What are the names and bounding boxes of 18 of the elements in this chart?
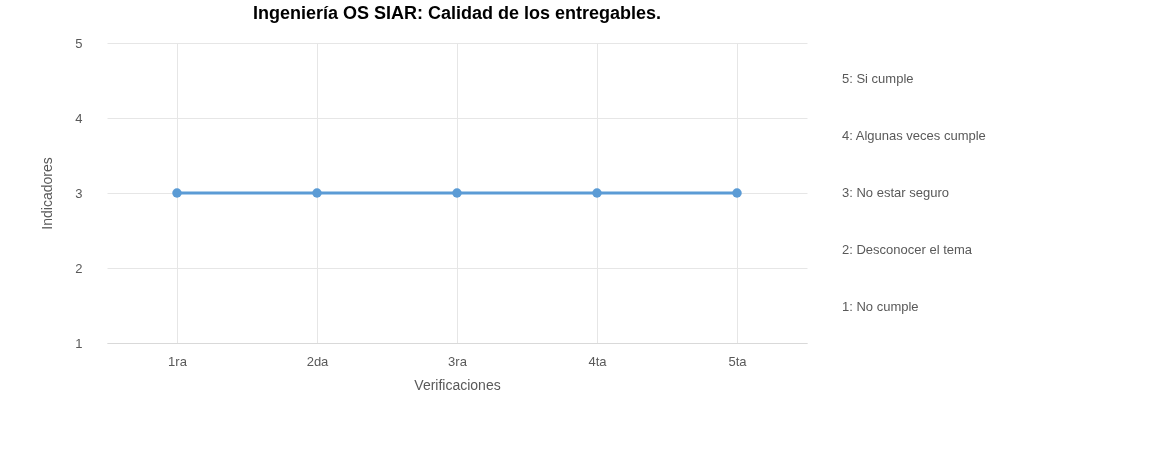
x-tick-label: 5ta [728, 353, 748, 369]
y-axis-title: Indicadores [39, 157, 56, 230]
x-tick-label: 1ra [168, 353, 188, 369]
y-tick-label: 5 [75, 35, 83, 51]
text: 1: No cumple [842, 299, 919, 314]
x-axis-title: Verificaciones [414, 376, 501, 393]
x-tick-label: 2da [306, 353, 330, 369]
y-tick-label: 4 [75, 110, 83, 126]
text: 2: Desconocer el tema [842, 242, 973, 257]
y-tick-label: 1 [75, 335, 83, 351]
text: 5: Si cumple [842, 71, 914, 86]
chart-title: Ingeniería OS SIAR: Calidad de los entregables. [252, 3, 662, 23]
y-tick-label: 2 [75, 260, 83, 276]
y-tick-label: 3 [75, 185, 83, 201]
x-tick-label: 3ra [448, 353, 468, 369]
text: 3: No estar seguro [842, 185, 949, 200]
x-tick-label: 4ta [588, 353, 608, 369]
text: 4: Algunas veces cumple [842, 128, 986, 143]
